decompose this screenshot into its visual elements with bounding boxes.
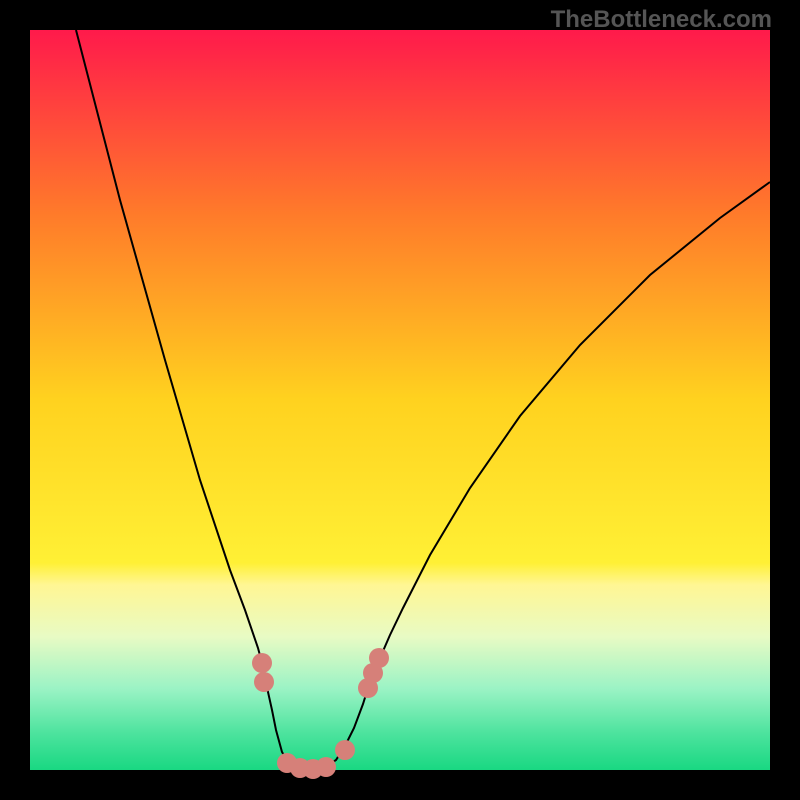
bottleneck-curve: [76, 30, 770, 770]
data-marker: [252, 653, 272, 673]
data-marker: [335, 740, 355, 760]
data-marker: [254, 672, 274, 692]
data-marker: [369, 648, 389, 668]
data-marker: [316, 757, 336, 777]
chart-svg-layer: [0, 0, 800, 800]
watermark-text: TheBottleneck.com: [551, 6, 772, 34]
